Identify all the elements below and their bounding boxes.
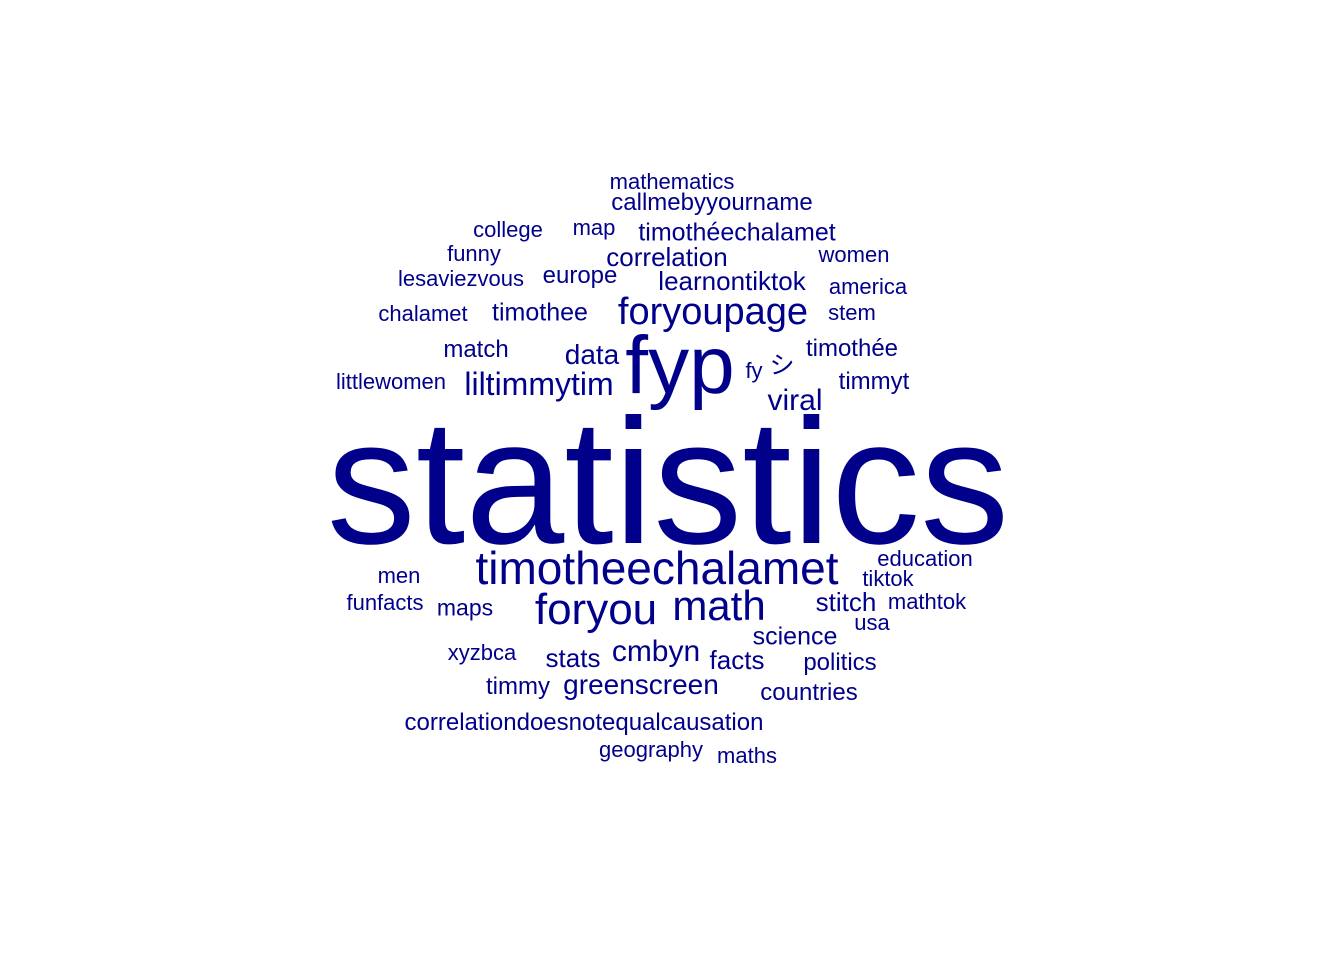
word-callmebyyourname: callmebyyourname	[611, 189, 813, 216]
word-maps: maps	[436, 594, 494, 621]
word-timothee: timothée	[805, 335, 899, 362]
word-maths: maths	[717, 743, 777, 768]
word-foryou: foryou	[534, 585, 658, 634]
word-women: women	[818, 242, 890, 267]
word-xyzbca: xyzbca	[447, 640, 517, 665]
word-mathtok: mathtok	[887, 589, 967, 614]
word-learnontiktok: learnontiktok	[658, 266, 806, 296]
word-correlation: correlation	[606, 242, 728, 272]
word-timothee: timothee	[492, 298, 588, 327]
word-fyp: fyp	[625, 320, 735, 411]
word-shi-glyph: シ	[769, 351, 795, 380]
word-tiktok: tiktok	[862, 566, 914, 591]
word-funfacts: funfacts	[346, 590, 424, 615]
word-lesaviezvous: lesaviezvous	[398, 266, 524, 291]
word-america: america	[828, 274, 908, 299]
word-liltimmytim: liltimmytim	[464, 366, 614, 402]
word-cmbyn: cmbyn	[611, 635, 701, 668]
word-college: college	[473, 217, 543, 242]
word-stem: stem	[828, 300, 876, 325]
word-littlewomen: littlewomen	[335, 369, 447, 394]
word-geography: geography	[599, 737, 703, 762]
word-politics: politics	[803, 649, 877, 676]
word-stats: stats	[545, 643, 601, 673]
word-countries: countries	[760, 679, 858, 706]
word-math: math	[672, 582, 766, 629]
word-timotheechalamet: timotheechalamet	[475, 542, 839, 594]
word-europe: europe	[542, 262, 618, 289]
word-funny: funny	[447, 241, 501, 266]
word-foryoupage: foryoupage	[617, 291, 809, 333]
word-chalamet: chalamet	[378, 301, 468, 326]
word-fy: fy	[745, 358, 763, 383]
word-greenscreen: greenscreen	[563, 669, 719, 700]
word-statistics: statistics	[326, 382, 1010, 581]
word-data: data	[564, 339, 620, 370]
word-timmyt: timmyt	[838, 368, 910, 395]
word-men: men	[377, 563, 421, 588]
word-usa: usa	[854, 610, 890, 635]
word-timotheechalamet: timothéechalamet	[638, 218, 836, 247]
word-science: science	[752, 622, 838, 651]
word-correlationdoesnotequalcausation: correlationdoesnotequalcausation	[404, 709, 764, 736]
word-stitch: stitch	[815, 587, 877, 617]
word-match: match	[443, 336, 509, 363]
word-mathematics: mathematics	[609, 169, 735, 194]
word-facts: facts	[709, 645, 765, 675]
word-map: map	[572, 215, 616, 240]
word-timmy: timmy	[486, 673, 550, 700]
word-viral: viral	[767, 384, 823, 417]
word-education: education	[877, 546, 973, 571]
